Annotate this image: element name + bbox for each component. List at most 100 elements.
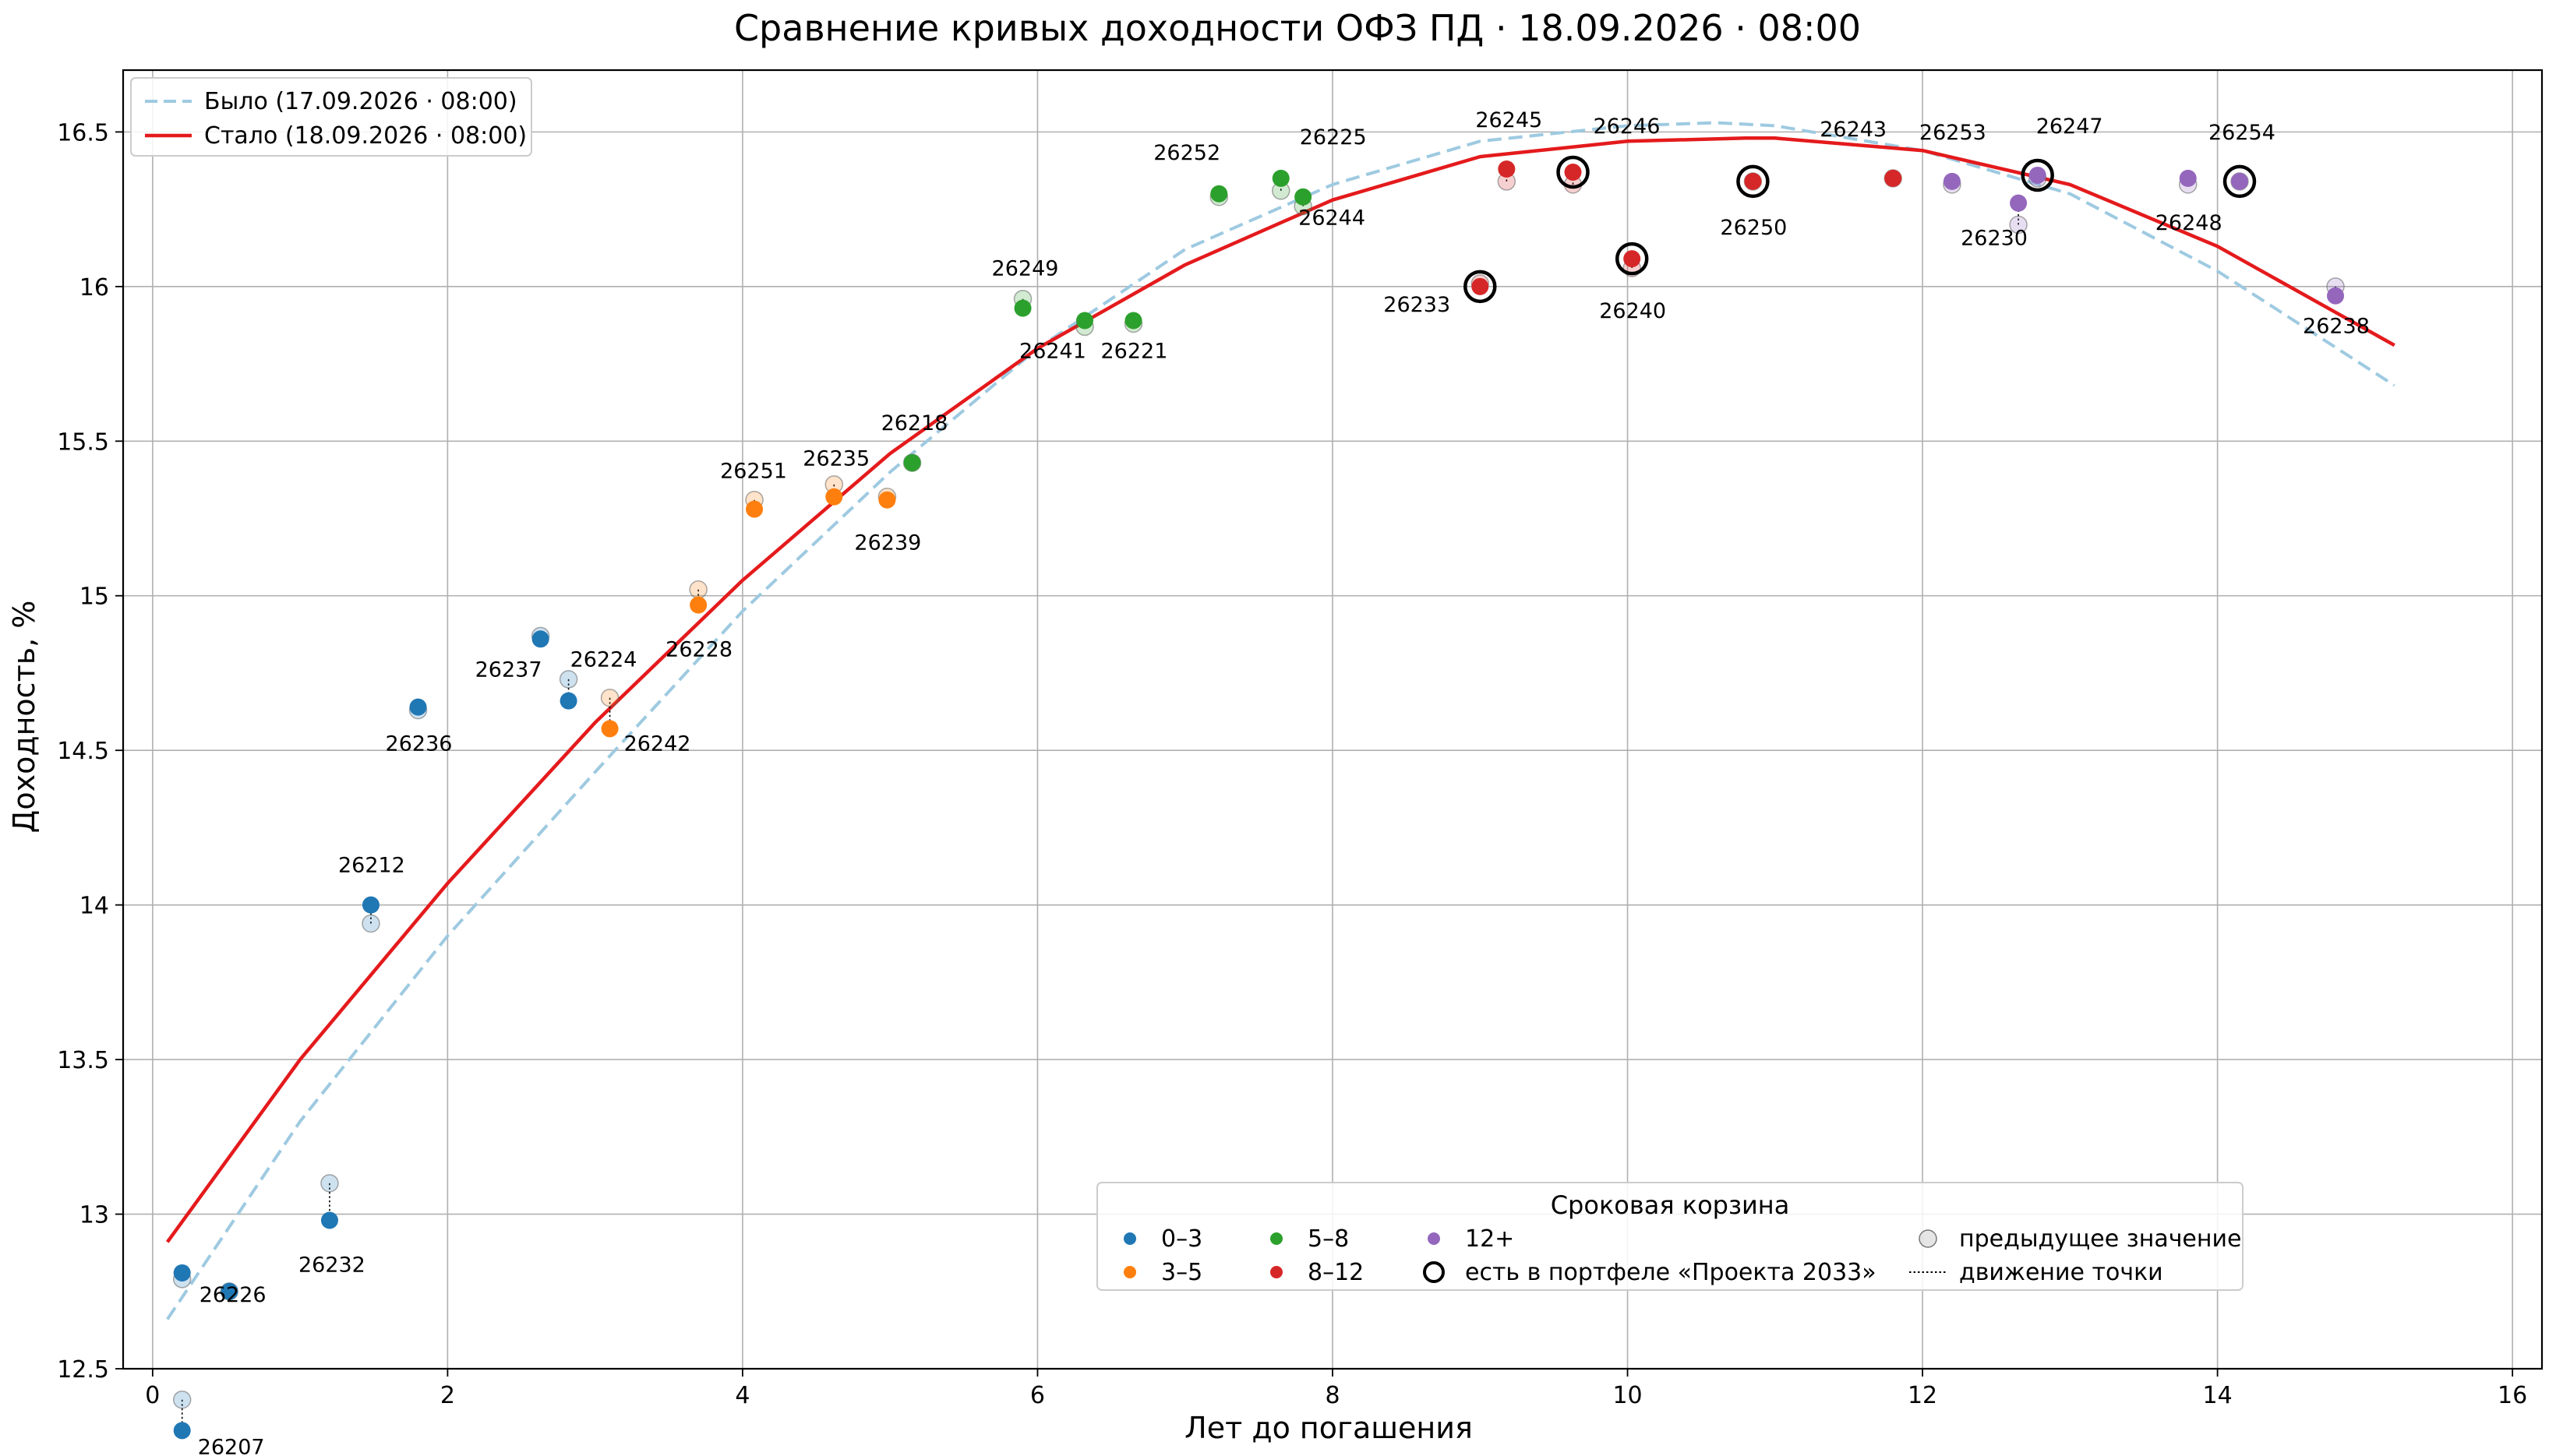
legend-prev-swatch (1919, 1229, 1937, 1248)
legend-bucket-swatch (1124, 1266, 1136, 1278)
x-tick-label: 0 (145, 1382, 160, 1409)
x-tick-label: 16 (2498, 1382, 2527, 1409)
legend-bucket-label: 12+ (1465, 1225, 1514, 1253)
legend-portfolio-swatch (1423, 1261, 1445, 1283)
legend-buckets-title: Сроковая корзина (1551, 1190, 1790, 1220)
bond-point (362, 896, 380, 914)
previous-point (362, 914, 380, 933)
x-axis-label: Лет до погашения (1184, 1411, 1473, 1445)
previous-point (559, 670, 578, 689)
bond-label: 26253 (1919, 121, 1986, 145)
bond-point (1294, 188, 1312, 206)
y-tick-label: 14 (79, 893, 109, 920)
bond-label: 26221 (1100, 339, 1167, 363)
legend-bucket-swatch (1270, 1266, 1283, 1278)
bond-label: 26226 (199, 1283, 267, 1307)
y-tick-label: 15.5 (57, 428, 109, 456)
legend-bucket-label: 3–5 (1161, 1259, 1202, 1286)
bond-label: 26246 (1594, 115, 1661, 139)
bond-point (1014, 299, 1032, 317)
bond-label: 26250 (1720, 216, 1787, 240)
bond-point (409, 698, 427, 716)
bond-label: 26207 (198, 1435, 265, 1456)
bond-label: 26244 (1298, 206, 1365, 231)
curve-after (165, 136, 2395, 1243)
bond-label: 26230 (1961, 227, 2028, 251)
y-tick-label: 16.5 (57, 119, 109, 146)
previous-point (320, 1174, 339, 1193)
bond-label: 26236 (386, 732, 453, 756)
bond-point (1498, 160, 1516, 178)
bond-label: 26249 (992, 257, 1059, 281)
bond-point (601, 720, 619, 738)
bond-point (1623, 250, 1641, 268)
bond-label: 26218 (881, 411, 948, 435)
bond-point (1884, 169, 1902, 187)
y-tick-label: 14.5 (57, 738, 109, 765)
legend-curves: Было (17.09.2026 · 08:00) Стало (18.09.20… (130, 77, 532, 157)
bond-point (1564, 163, 1582, 181)
bond-label: 26212 (338, 854, 405, 878)
bond-point (2010, 194, 2028, 212)
portfolio-ring (1615, 241, 1649, 276)
bond-point (1076, 312, 1094, 330)
bond-point (2231, 172, 2248, 190)
bond-label: 26232 (298, 1253, 365, 1277)
legend-bucket-label: движение точки (1959, 1259, 2163, 1286)
bond-label: 26254 (2208, 121, 2275, 145)
portfolio-ring (2222, 164, 2257, 199)
bond-label: 26237 (475, 657, 542, 682)
legend-buckets-box (1096, 1182, 2244, 1291)
previous-point (600, 688, 620, 707)
bond-point (173, 1264, 191, 1281)
y-tick-label: 13.5 (57, 1047, 109, 1074)
curve-before (166, 121, 2395, 1320)
bond-label: 26240 (1599, 299, 1666, 323)
previous-point (172, 1390, 192, 1409)
y-tick-label: 12.5 (57, 1356, 109, 1384)
portfolio-ring (1556, 155, 1590, 189)
bond-label: 26248 (2155, 211, 2222, 235)
bond-point (690, 596, 708, 614)
bond-label: 26228 (665, 638, 733, 662)
bond-label: 26224 (570, 648, 637, 672)
bond-point (1744, 172, 1762, 190)
previous-point (689, 580, 708, 599)
legend-bucket-swatch (1270, 1232, 1283, 1245)
y-tick-label: 13 (79, 1202, 109, 1229)
previous-point (2009, 215, 2028, 234)
portfolio-ring (1736, 164, 1770, 199)
ticks: 0 2 4 6 8 10 12 14 16 12.5 13 13.5 14 14.5 15 15.5 16 16.… (57, 119, 2527, 1409)
legend-bucket-label: есть в портфеле «Проекта 2033» (1465, 1259, 1876, 1286)
bond-point (2028, 166, 2046, 184)
bond-point (1272, 169, 1290, 187)
bond-point (2179, 169, 2197, 187)
legend-bucket-label: 0–3 (1161, 1225, 1202, 1253)
bond-label: 26252 (1153, 141, 1220, 165)
bond-point (221, 1282, 238, 1300)
bond-label: 26233 (1383, 293, 1450, 317)
bond-label: 26251 (720, 460, 787, 484)
legend-curves-box (130, 77, 532, 157)
bond-label: 26247 (2036, 115, 2103, 139)
portfolio-ring (1463, 270, 1497, 304)
curves (165, 121, 2395, 1320)
bond-point (746, 500, 764, 518)
points (172, 155, 2345, 1440)
bond-point (320, 1211, 338, 1229)
bond-point (1124, 312, 1142, 330)
legend-curve-label: Было (17.09.2026 · 08:00) (204, 88, 517, 115)
legend-buckets: Сроковая корзина 0–3 3–5 5–8 8–12 12+ есть в п… (1096, 1182, 2244, 1291)
point-labels: 26207 26226 26232 26212 26236 26237 26224 26242… (198, 108, 2370, 1456)
legend-bucket-swatch (1428, 1232, 1440, 1245)
legend-bucket-label: предыдущее значение (1959, 1225, 2241, 1253)
legend-bucket-swatch (1124, 1232, 1136, 1245)
bond-label: 26225 (1300, 125, 1367, 150)
y-tick-label: 15 (79, 583, 109, 611)
bond-point (531, 630, 549, 648)
bond-point (825, 488, 843, 506)
bond-label: 26241 (1019, 339, 1086, 363)
chart-title: Сравнение кривых доходности ОФЗ ПД · 18.… (734, 7, 1861, 49)
bond-label: 26235 (803, 447, 870, 471)
y-axis-label: Доходность, % (7, 601, 41, 834)
